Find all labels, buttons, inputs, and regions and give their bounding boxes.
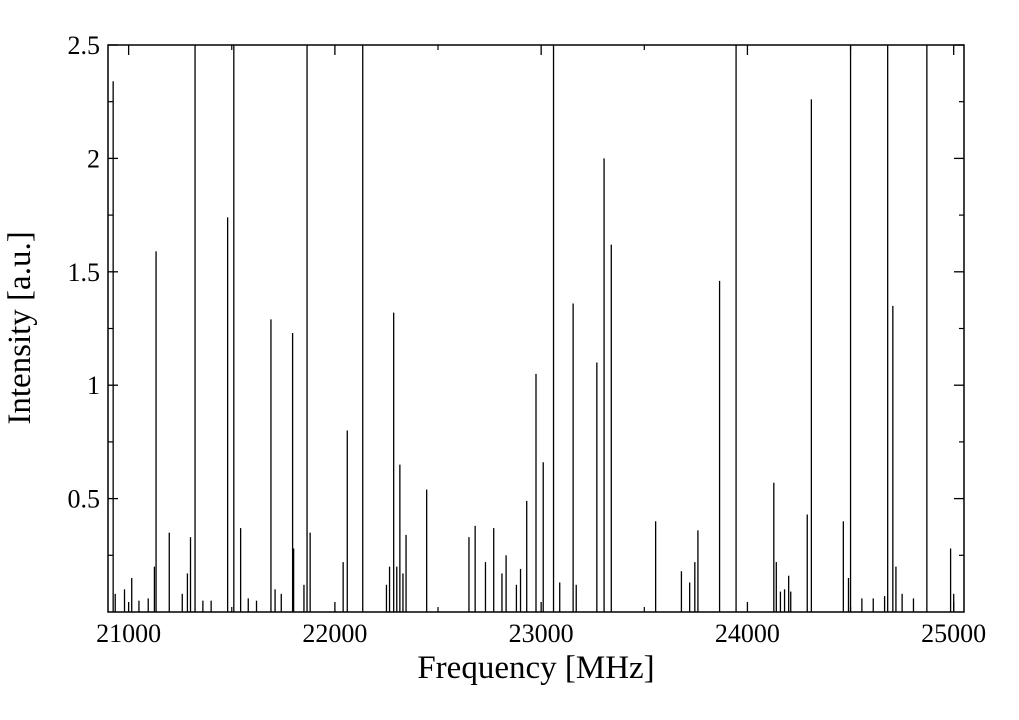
axis-ticks: 21000 22000 23000 24000 25000 0.5 1 1.5 2 2.5	[68, 31, 987, 648]
x-tick-label: 21000	[96, 619, 161, 648]
y-tick-label: 2	[87, 144, 100, 173]
y-tick-label: 2.5	[68, 31, 101, 60]
x-tick-label: 25000	[921, 619, 986, 648]
y-axis-label: Intensity [a.u.]	[2, 231, 38, 424]
y-tick-label: 1.5	[68, 258, 101, 287]
x-axis-label: Frequency [MHz]	[417, 650, 654, 686]
x-tick-label: 22000	[302, 619, 367, 648]
x-tick-label: 23000	[509, 619, 574, 648]
y-tick-label: 0.5	[68, 485, 101, 514]
spectrum-peaks	[112, 45, 955, 612]
x-tick-label: 24000	[715, 619, 780, 648]
y-tick-label: 1	[87, 371, 100, 400]
